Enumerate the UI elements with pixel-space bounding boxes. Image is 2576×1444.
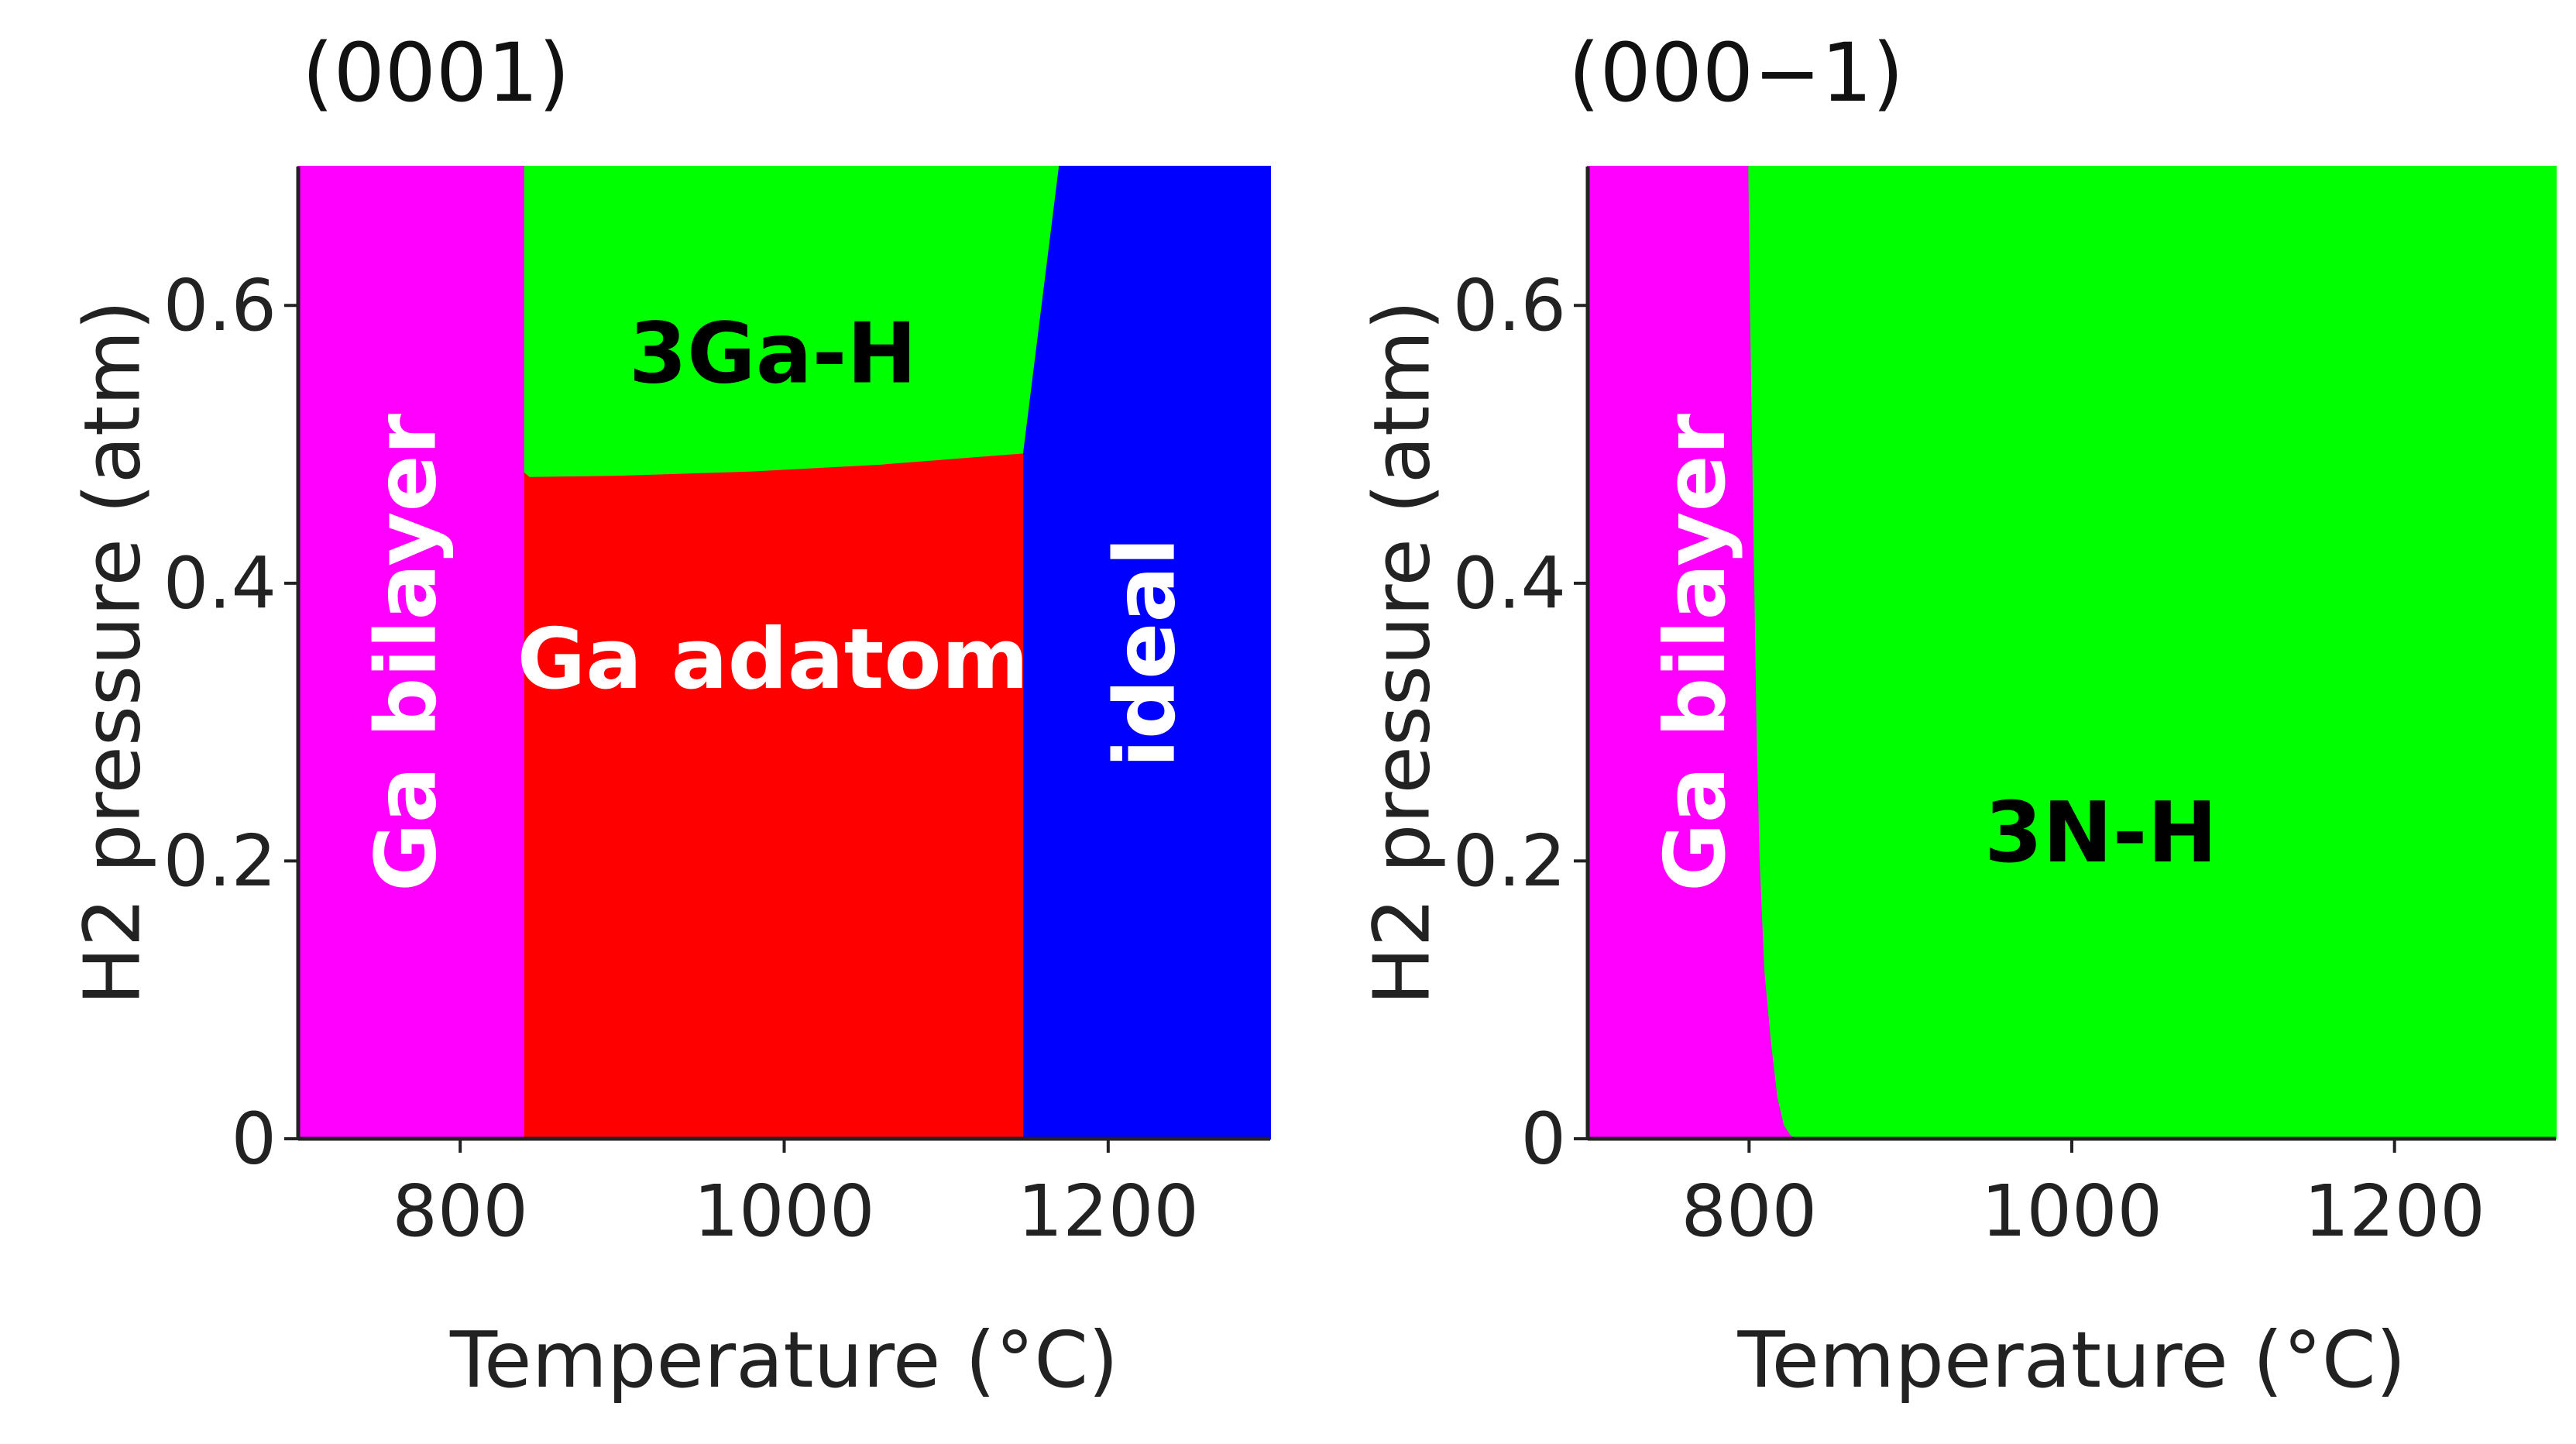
y-tick-label: 0.4 [163,542,276,624]
y-tick-label: 0.2 [163,820,276,902]
region-3ga-h [524,166,1061,477]
y-tick-label: 0.6 [1453,264,1566,347]
y-tick-label: 0.6 [163,264,276,347]
y-tick-label: 0.2 [1453,820,1566,902]
region-label-ga-bilayer: Ga bilayer [359,414,455,892]
x-tick-label: 1200 [1018,1170,1199,1253]
region-label-ideal: ideal [1097,538,1194,768]
region-label-3n-h: 3N-H [1984,785,2217,882]
x-tick-label: 800 [392,1170,528,1253]
x-axis-label: Temperature (°C) [1736,1315,2406,1405]
panel-title: (000−1) [1568,26,1904,120]
y-tick-label: 0 [231,1098,276,1181]
x-tick-label: 800 [1681,1170,1818,1253]
y-axis-label: H2 pressure (atm) [1357,300,1448,1005]
y-tick-label: 0 [1520,1098,1566,1181]
region-label-3ga-h: 3Ga-H [629,306,917,403]
region-label-ga-adatom: Ga adatom [517,611,1029,708]
x-tick-label: 1000 [693,1170,874,1253]
region-3n-h [1748,166,2557,1140]
panel-2: Ga bilayer 3N-H 800 1000 1200 0 0.2 0.4 0.6 Tempe… [1357,26,2557,1405]
y-tick-label: 0.4 [1453,542,1566,624]
x-axis-label: Temperature (°C) [449,1315,1118,1405]
x-tick-label: 1200 [2304,1170,2485,1253]
panel-1: Ga bilayer Ga adatom 3Ga-H ideal 800 1000 1200… [67,26,1271,1405]
x-tick-label: 1000 [1981,1170,2162,1253]
region-ga-adatom [524,452,1025,1140]
panel-title: (0001) [302,26,570,120]
y-axis-label: H2 pressure (atm) [67,300,158,1005]
region-label-ga-bilayer: Ga bilayer [1647,414,1744,892]
